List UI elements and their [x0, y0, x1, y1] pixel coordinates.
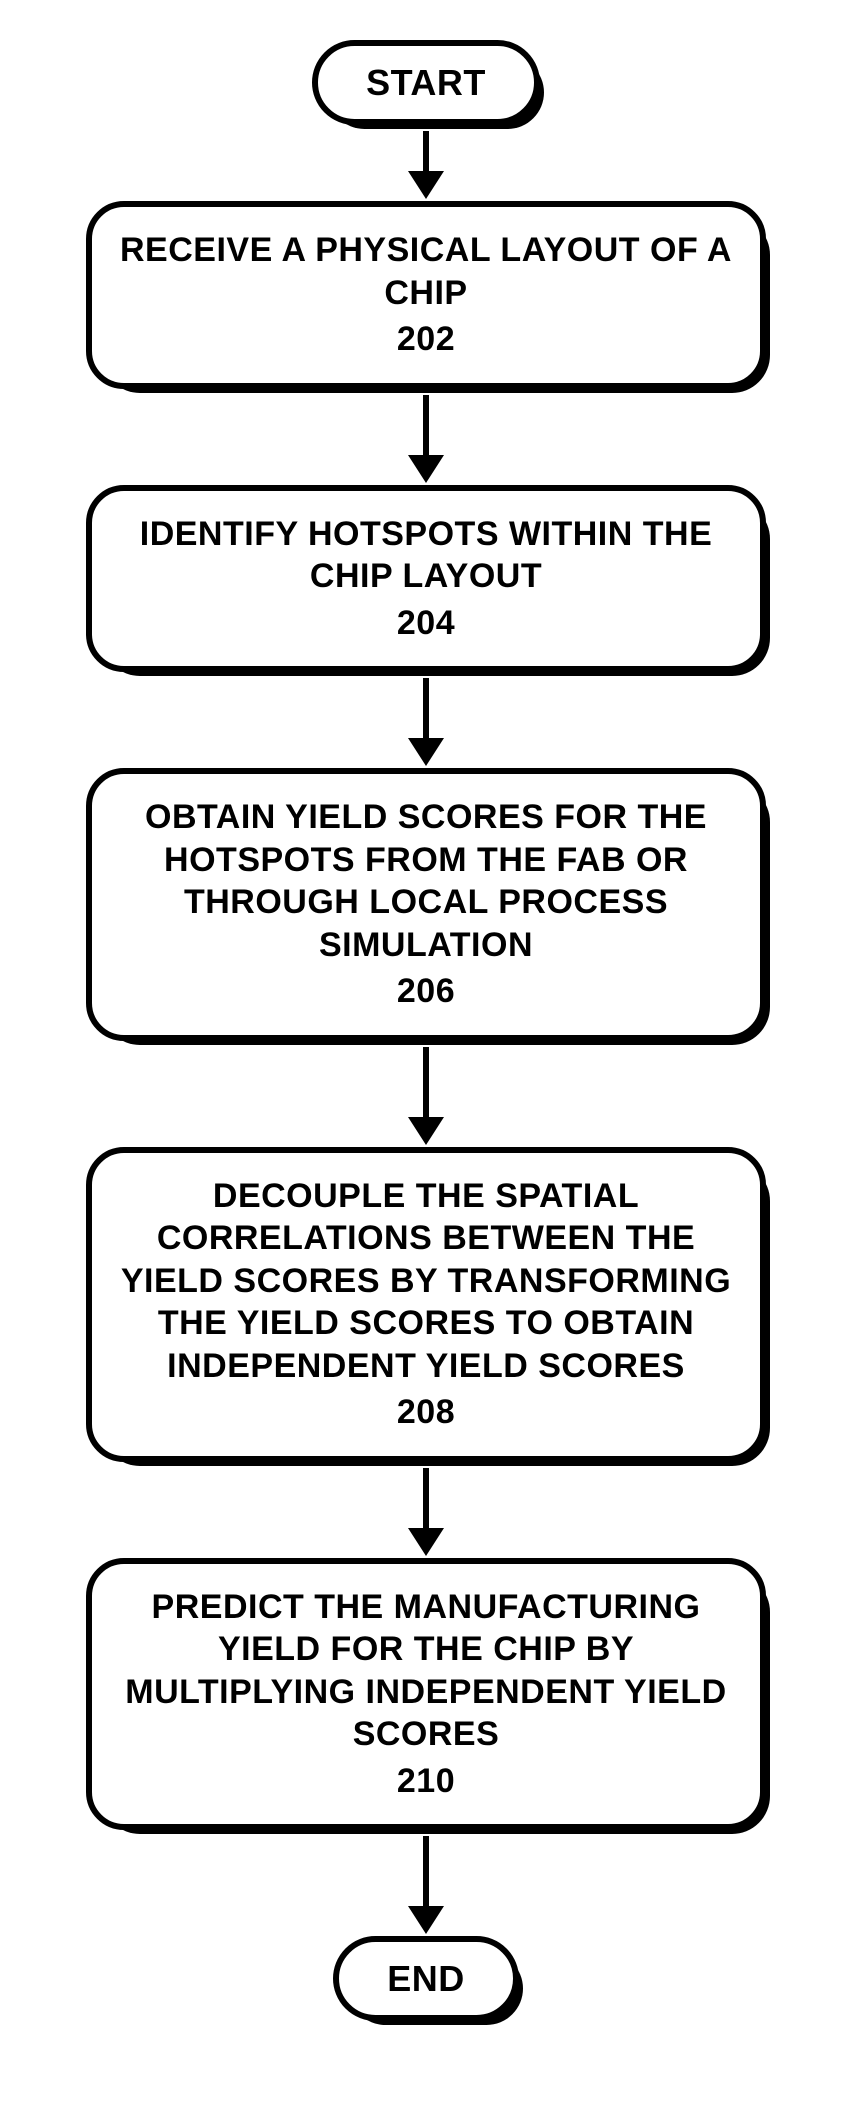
arrow-step2-to-step3 — [408, 678, 444, 766]
arrow-step3-to-step4 — [408, 1047, 444, 1145]
arrow-head — [408, 1117, 444, 1145]
process-step-202: RECEIVE A PHYSICAL LAYOUT OF A CHIP 202 — [86, 201, 766, 389]
arrow-shaft — [423, 1047, 429, 1117]
process-step-208: DECOUPLE THE SPATIAL CORRELATIONS BETWEE… — [86, 1147, 766, 1462]
process-text: OBTAIN YIELD SCORES FOR THE HOTSPOTS FRO… — [120, 796, 732, 966]
process-number: 202 — [397, 318, 455, 361]
arrow-step4-to-step5 — [408, 1468, 444, 1556]
start-label: START — [366, 60, 486, 105]
process-text: IDENTIFY HOTSPOTS WITHIN THE CHIP LAYOUT — [120, 513, 732, 598]
arrow-head — [408, 1528, 444, 1556]
process-text: RECEIVE A PHYSICAL LAYOUT OF A CHIP — [120, 229, 732, 314]
arrow-step1-to-step2 — [408, 395, 444, 483]
arrow-head — [408, 455, 444, 483]
end-label: END — [387, 1956, 465, 2001]
process-text: DECOUPLE THE SPATIAL CORRELATIONS BETWEE… — [120, 1175, 732, 1388]
process-number: 206 — [397, 970, 455, 1013]
process-number: 208 — [397, 1391, 455, 1434]
process-step-204: IDENTIFY HOTSPOTS WITHIN THE CHIP LAYOUT… — [86, 485, 766, 673]
process-step-206: OBTAIN YIELD SCORES FOR THE HOTSPOTS FRO… — [86, 768, 766, 1041]
process-text: PREDICT THE MANUFACTURING YIELD FOR THE … — [120, 1586, 732, 1756]
process-number: 204 — [397, 602, 455, 645]
arrow-head — [408, 171, 444, 199]
arrow-shaft — [423, 395, 429, 455]
arrow-start-to-step1 — [408, 131, 444, 199]
process-step-210: PREDICT THE MANUFACTURING YIELD FOR THE … — [86, 1558, 766, 1831]
end-terminator: END — [333, 1936, 519, 2021]
process-number: 210 — [397, 1760, 455, 1803]
arrow-shaft — [423, 131, 429, 171]
start-terminator: START — [312, 40, 540, 125]
arrow-shaft — [423, 678, 429, 738]
arrow-step5-to-end — [408, 1836, 444, 1934]
arrow-head — [408, 1906, 444, 1934]
arrow-head — [408, 738, 444, 766]
arrow-shaft — [423, 1836, 429, 1906]
arrow-shaft — [423, 1468, 429, 1528]
flowchart-container: START RECEIVE A PHYSICAL LAYOUT OF A CHI… — [66, 40, 786, 2021]
